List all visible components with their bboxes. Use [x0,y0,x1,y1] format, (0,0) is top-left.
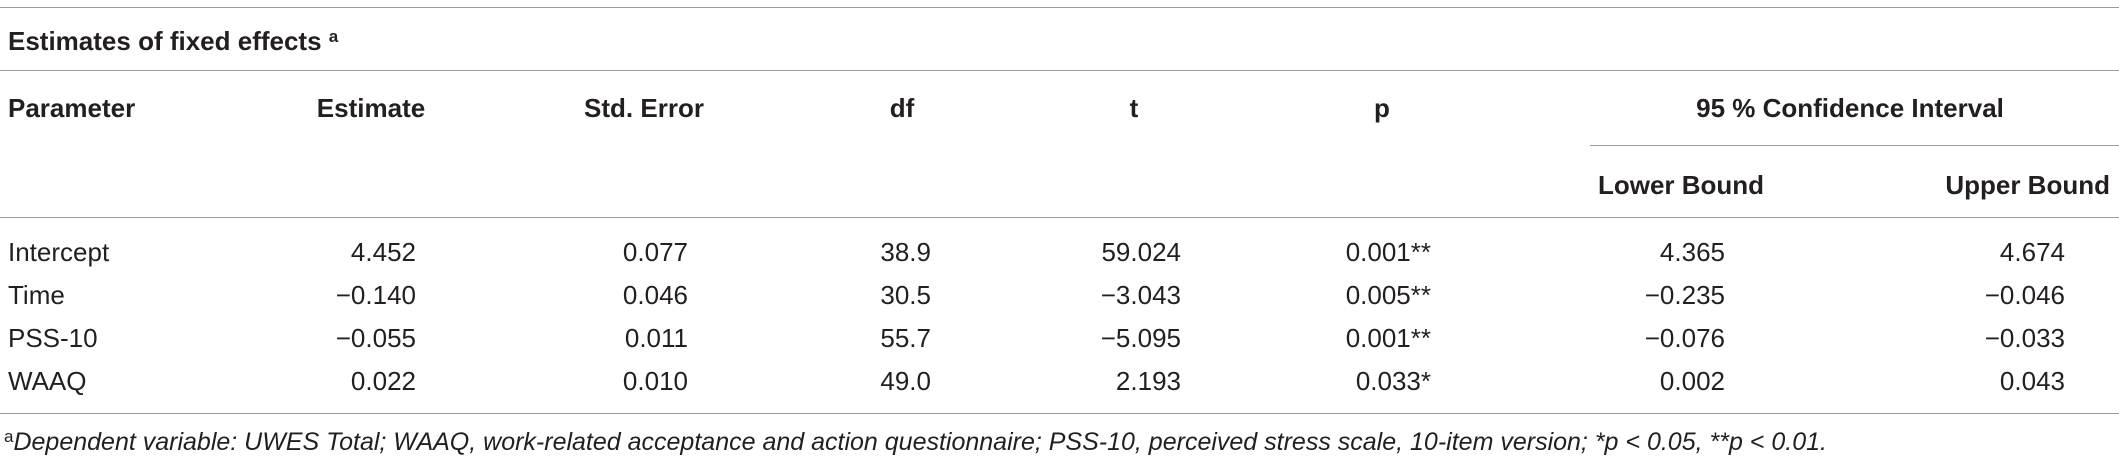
table-cell: −3.043 [1100,280,1181,310]
table-cell: −0.140 [335,280,416,310]
table-cell: −0.235 [1644,280,1725,310]
table-cell: 49.0 [880,366,931,396]
table-cell: 0.001** [1345,237,1431,267]
footnote-marker: a [4,427,14,446]
table-cell: −0.055 [335,323,416,353]
table-cell: 2.193 [1115,366,1181,396]
table-cell: −0.033 [1984,323,2065,353]
table-cell: 0.033* [1355,366,1431,396]
column-header: Estimate [316,93,426,123]
table-cell: −0.046 [1984,280,2065,310]
table-cell: 38.9 [880,237,931,267]
column-header: Std. Error [584,93,704,123]
column-header: df [889,93,915,123]
table-cell: 59.024 [1101,237,1181,267]
rule [1590,145,2119,146]
row-label: WAAQ [8,366,87,396]
table-cell: 0.002 [1659,366,1725,396]
row-label: PSS-10 [8,323,98,353]
table-cell: 0.022 [350,366,416,396]
table-cell: 30.5 [880,280,931,310]
title-text: Estimates of fixed effects [8,26,322,56]
table-cell: −0.076 [1644,323,1725,353]
table-cell: 55.7 [880,323,931,353]
table-cell: 4.452 [350,237,416,267]
table-cell: 0.005** [1345,280,1431,310]
table-cell: 0.043 [1999,366,2065,396]
footnote: aDependent variable: UWES Total; WAAQ, w… [4,426,1827,457]
rule [0,413,2119,414]
footnote-text: Dependent variable: UWES Total; WAAQ, wo… [13,428,1827,456]
table-cell: 4.674 [1999,237,2065,267]
column-subheader: Upper Bound [1945,170,2110,200]
rule [0,7,2119,8]
column-header: t [1129,93,1139,123]
title-note: a [328,27,339,46]
table-cell: 0.046 [622,280,688,310]
table-title: Estimates of fixed effects a [8,26,338,56]
rule [0,70,2119,71]
table-cell: 0.011 [624,323,688,353]
row-label: Intercept [8,237,110,267]
table-cell: −5.095 [1100,323,1181,353]
table-cell: 0.001** [1345,323,1431,353]
column-header: p [1374,93,1390,123]
table-cell: 0.077 [622,237,688,267]
table-cell: 0.010 [622,366,688,396]
rule [0,217,2119,218]
column-subheader: Lower Bound [1597,170,1765,200]
column-header: Parameter [8,93,136,123]
table-cell: 4.365 [1659,237,1725,267]
row-label: Time [8,280,65,310]
column-header: 95 % Confidence Interval [1696,93,2004,123]
